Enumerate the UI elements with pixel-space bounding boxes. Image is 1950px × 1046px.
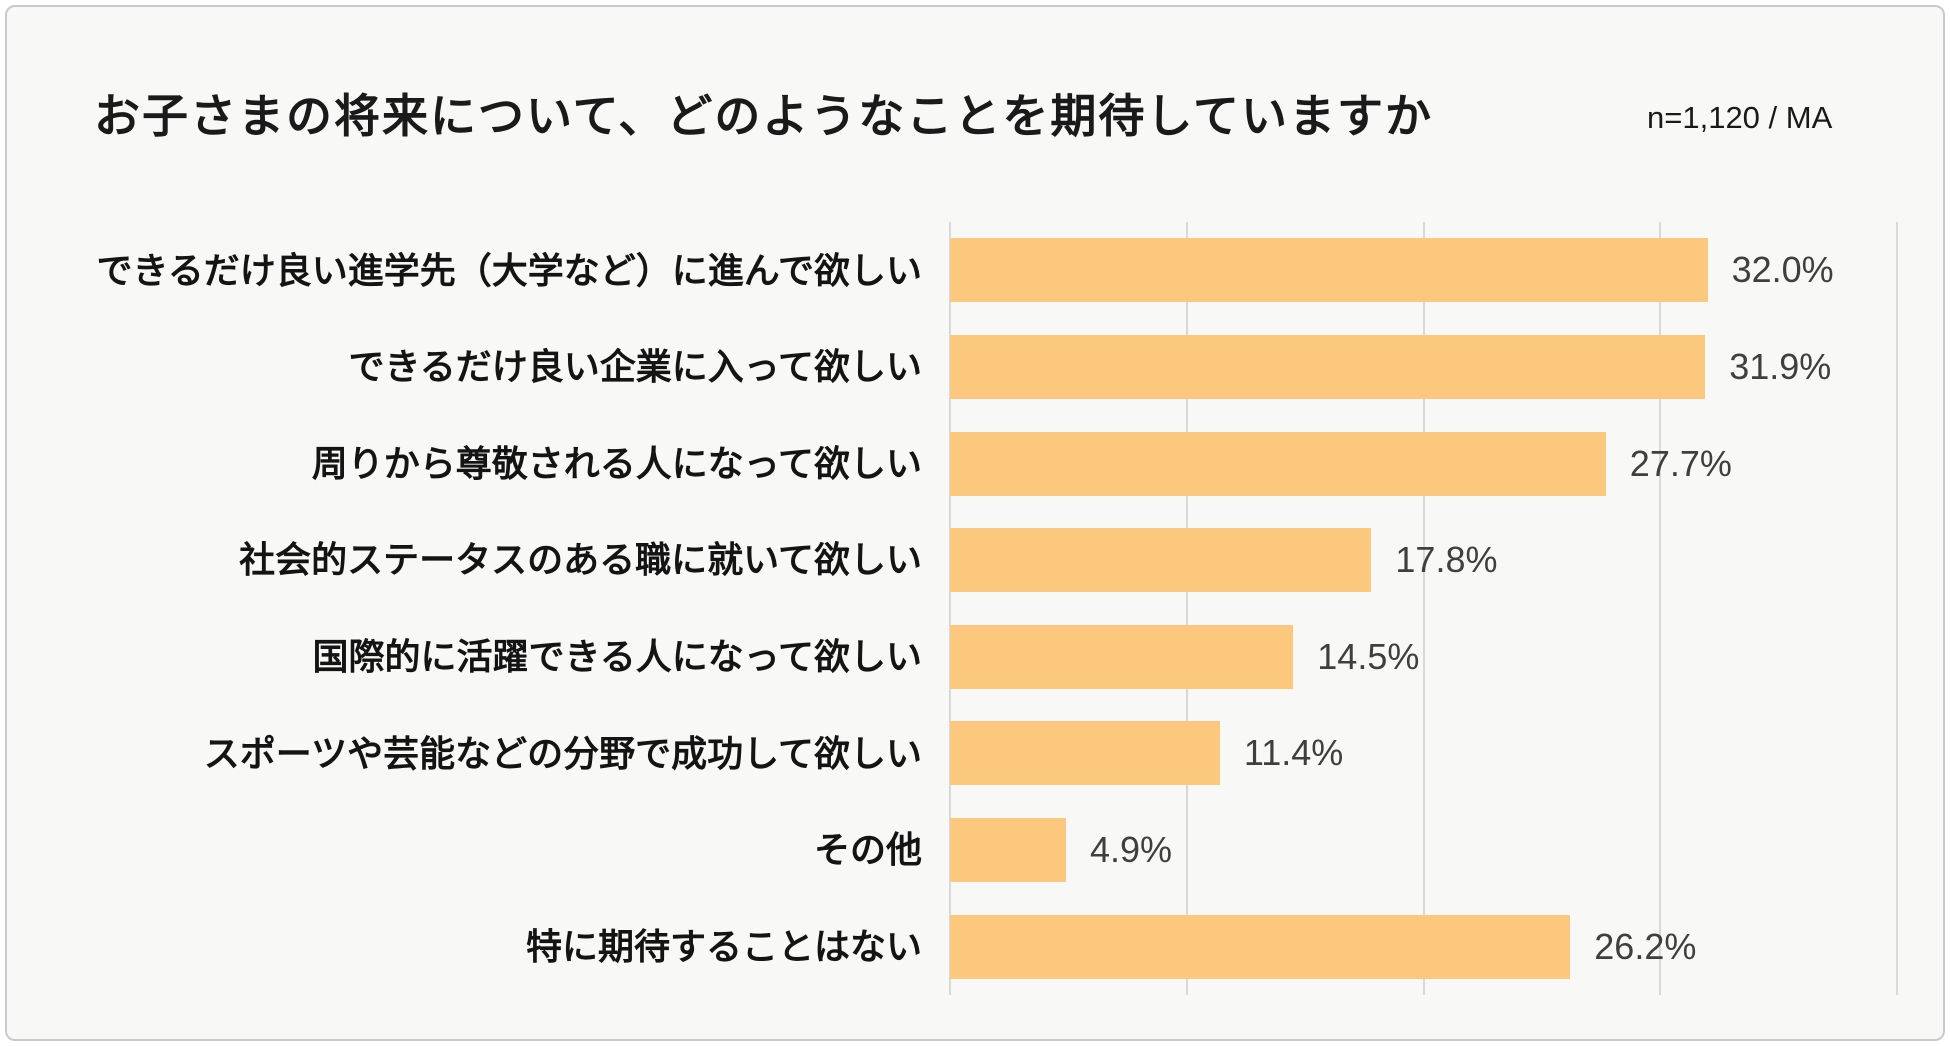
- chart-row: スポーツや芸能などの分野で成功して欲しい 11.4%: [0, 705, 1950, 802]
- bar-track: 14.5%: [950, 624, 1897, 689]
- chart-row: その他 4.9%: [0, 802, 1950, 899]
- chart-row: できるだけ良い進学先（大学など）に進んで欲しい 32.0%: [0, 222, 1950, 319]
- category-label: 社会的ステータスのある職に就いて欲しい: [239, 539, 922, 581]
- chart-row: できるだけ良い企業に入って欲しい 31.9%: [0, 319, 1950, 416]
- chart-row: 周りから尊敬される人になって欲しい 27.7%: [0, 415, 1950, 512]
- gridline: [1422, 222, 1425, 995]
- bar: [950, 334, 1706, 399]
- chart-row: 社会的ステータスのある職に就いて欲しい 17.8%: [0, 512, 1950, 609]
- value-label: 26.2%: [1594, 925, 1697, 967]
- category-label: その他: [813, 829, 922, 871]
- gridline: [949, 222, 951, 995]
- value-label: 4.9%: [1090, 829, 1173, 871]
- bar-track: 26.2%: [950, 914, 1897, 979]
- bar: [950, 528, 1372, 593]
- bar: [950, 721, 1220, 786]
- sample-size-note: n=1,120 / MA: [1647, 100, 1833, 135]
- gridline: [1896, 222, 1898, 995]
- category-label: 周りから尊敬される人になって欲しい: [311, 442, 922, 484]
- value-label: 32.0%: [1731, 249, 1834, 291]
- gridline: [1185, 222, 1188, 995]
- bar-track: 4.9%: [950, 818, 1897, 883]
- bar-track: 11.4%: [950, 721, 1897, 786]
- category-label: できるだけ良い進学先（大学など）に進んで欲しい: [96, 249, 922, 291]
- bar-track: 31.9%: [950, 334, 1897, 399]
- value-label: 27.7%: [1629, 442, 1732, 484]
- bar: [950, 818, 1066, 883]
- value-label: 14.5%: [1317, 635, 1420, 677]
- chart-title: お子さまの将来について、どのようなことを期待していますか: [94, 91, 1433, 142]
- category-label: 国際的に活躍できる人になって欲しい: [312, 636, 922, 678]
- chart-row: 国際的に活躍できる人になって欲しい 14.5%: [0, 609, 1950, 706]
- category-label: 特に期待することはない: [525, 925, 922, 967]
- bar-track: 27.7%: [950, 431, 1897, 496]
- value-label: 31.9%: [1729, 345, 1832, 387]
- gridlines-layer: [949, 222, 1898, 995]
- bar-track: 32.0%: [950, 238, 1897, 303]
- bar-rows: できるだけ良い進学先（大学など）に進んで欲しい 32.0% できるだけ良い企業に…: [0, 222, 1950, 995]
- bar: [950, 624, 1294, 689]
- gridline: [1659, 222, 1662, 995]
- bar: [950, 431, 1606, 496]
- chart-row: 特に期待することはない 26.2%: [0, 898, 1950, 995]
- bar: [950, 914, 1571, 979]
- value-label: 11.4%: [1243, 732, 1344, 774]
- category-label: スポーツや芸能などの分野で成功して欲しい: [203, 732, 922, 774]
- value-label: 17.8%: [1395, 539, 1498, 581]
- bar: [950, 238, 1708, 303]
- category-label: できるだけ良い企業に入って欲しい: [348, 346, 922, 388]
- bar-track: 17.8%: [950, 528, 1897, 593]
